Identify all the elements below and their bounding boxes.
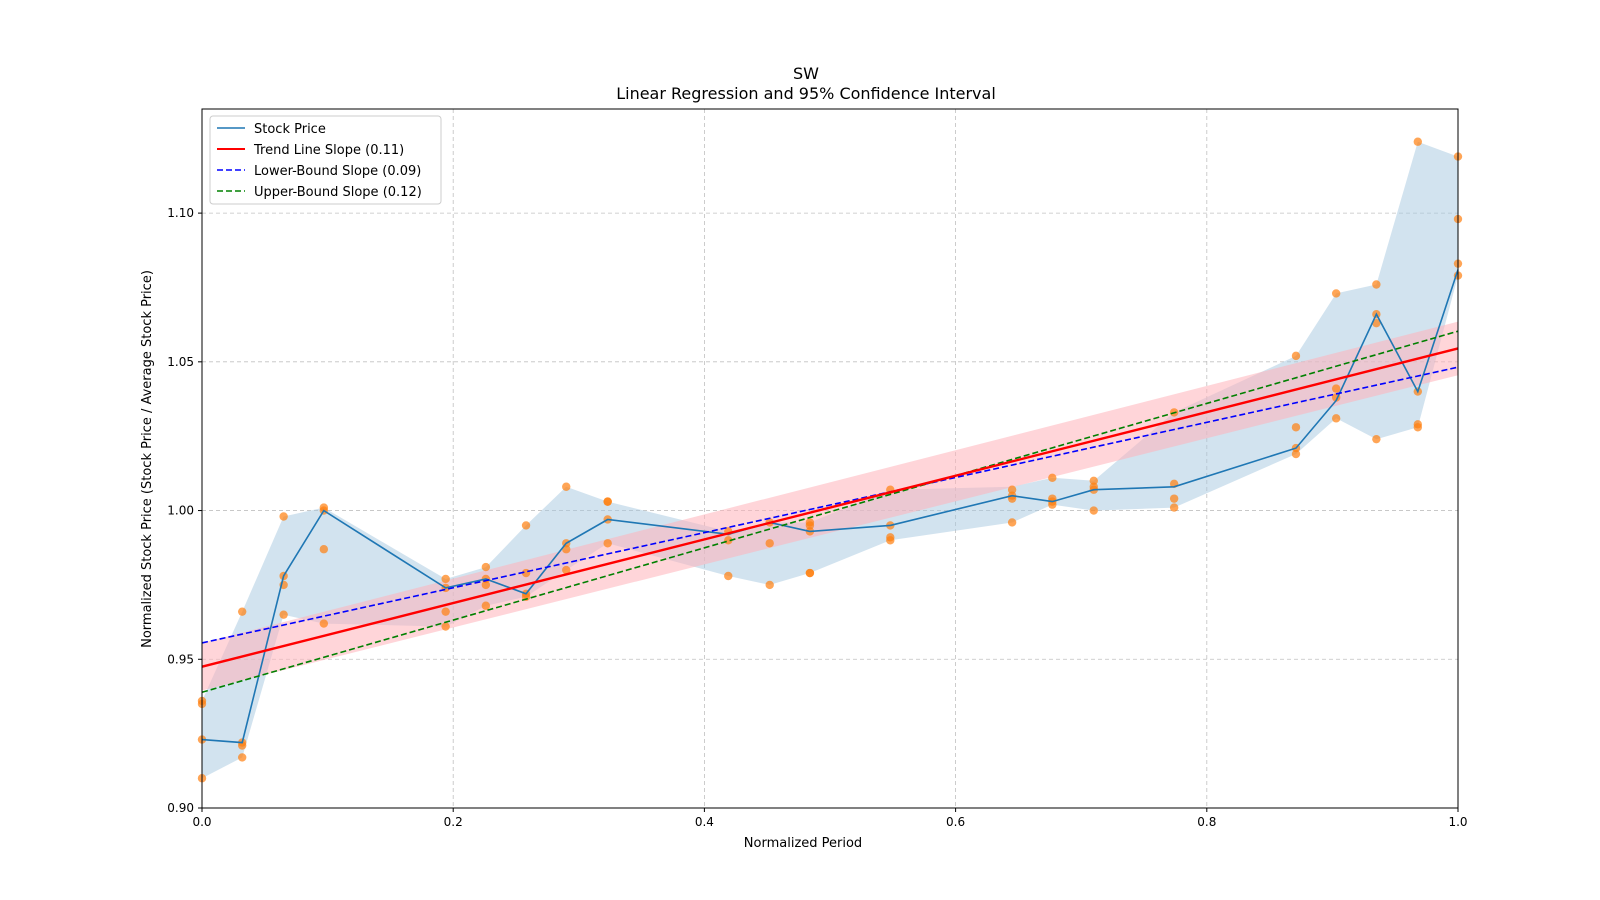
trend-line — [201, 347, 1459, 668]
data-point — [1291, 449, 1301, 459]
data-point — [237, 741, 247, 750]
data-point — [1331, 289, 1341, 298]
data-point — [481, 562, 491, 572]
data-point — [765, 539, 774, 548]
data-point — [603, 497, 612, 506]
data-point — [1413, 423, 1423, 432]
y-tick-label: 0.90 — [167, 801, 194, 815]
legend-box — [209, 115, 442, 205]
x-axis-label: Normalized Period — [744, 836, 862, 851]
stock-price-line — [201, 269, 1459, 744]
upper-bound-line — [201, 330, 1459, 694]
data-point — [319, 545, 329, 554]
data-point — [765, 580, 774, 590]
data-point — [279, 610, 288, 619]
legend-label-lower-bound: Lower-Bound Slope (0.09) — [254, 164, 421, 179]
legend: Stock Price Trend Line Slope (0.11) Lowe… — [209, 115, 442, 205]
data-point — [441, 607, 450, 616]
data-point — [481, 580, 491, 590]
data-point — [279, 512, 288, 521]
data-point — [1089, 476, 1098, 486]
data-point — [805, 568, 815, 578]
data-point — [237, 753, 247, 762]
plot-frame — [201, 108, 1459, 809]
x-tick-label: 0.2 — [444, 815, 463, 829]
data-point — [724, 571, 733, 581]
data-point — [1048, 500, 1057, 509]
data-point — [562, 482, 571, 491]
data-point — [1169, 494, 1179, 503]
data-point — [1007, 485, 1017, 494]
trend-confidence-band — [202, 321, 1458, 691]
y-axis-label: Normalized Stock Price (Stock Price / Av… — [140, 270, 155, 648]
y-tick-label: 1.10 — [167, 206, 194, 220]
data-point — [441, 622, 450, 631]
y-tick-label: 0.95 — [167, 652, 194, 666]
data-point — [1291, 351, 1301, 361]
data-point — [1331, 414, 1341, 423]
data-point — [805, 521, 815, 530]
data-point — [562, 565, 571, 575]
legend-label-stock-price: Stock Price — [254, 122, 326, 137]
data-point — [441, 574, 450, 584]
x-tick-label: 1.0 — [1448, 815, 1467, 829]
x-tick-label: 0.4 — [695, 815, 714, 829]
data-point — [603, 539, 612, 548]
data-point — [237, 607, 247, 616]
data-point — [1007, 518, 1017, 527]
y-tick-label: 1.00 — [167, 504, 194, 518]
x-tick-label: 0.6 — [946, 815, 965, 829]
data-point — [1291, 423, 1301, 432]
legend-label-upper-bound: Upper-Bound Slope (0.12) — [254, 185, 422, 200]
axis-ticks: 0.0 0.2 0.4 0.6 0.8 1.0 0.90 0.95 1.00 1.05 1.10 — [167, 206, 1467, 829]
chart-subtitle: Linear Regression and 95% Confidence Int… — [616, 84, 996, 103]
lower-bound-line — [201, 366, 1459, 644]
data-point — [1089, 506, 1098, 515]
data-point — [1331, 384, 1341, 393]
plot-area — [197, 137, 1463, 783]
data-point — [319, 619, 329, 628]
chart-title: SW — [793, 64, 819, 83]
data-point — [1372, 280, 1381, 289]
y-tick-label: 1.05 — [167, 355, 194, 369]
data-point — [1372, 434, 1381, 444]
data-point — [1372, 318, 1381, 328]
x-tick-label: 0.0 — [192, 815, 211, 829]
legend-label-trend-line: Trend Line Slope (0.11) — [253, 143, 404, 158]
data-point — [521, 521, 531, 530]
data-point — [1413, 137, 1423, 146]
data-point — [481, 601, 491, 610]
data-point — [886, 536, 895, 545]
data-point — [1169, 503, 1179, 512]
stock-price-range-band — [202, 141, 1458, 779]
data-point — [1048, 473, 1057, 483]
x-tick-label: 0.8 — [1197, 815, 1216, 829]
